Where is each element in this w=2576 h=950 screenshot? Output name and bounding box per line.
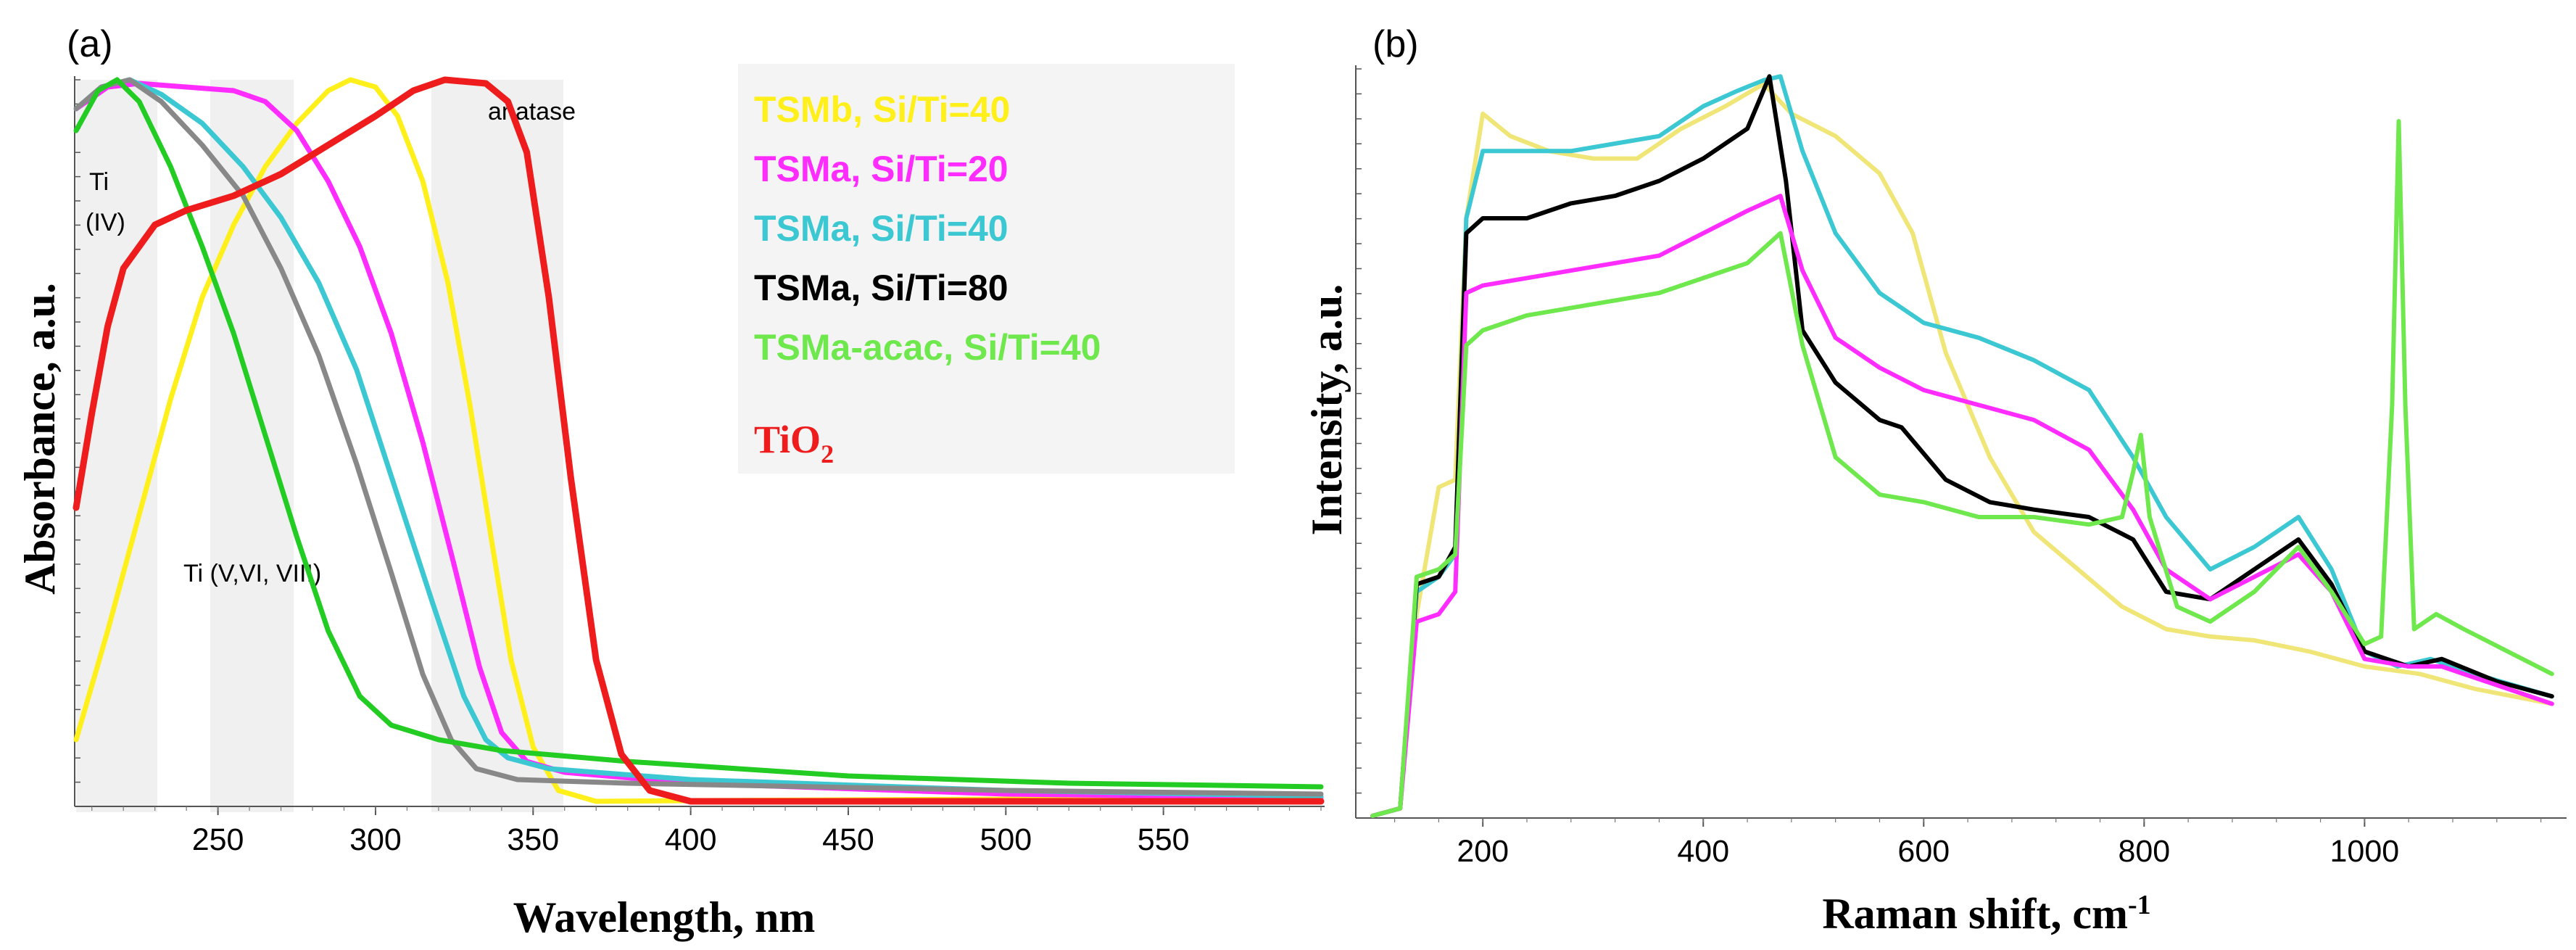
- x-tick-label-a-400: 400: [665, 822, 717, 857]
- shaded-bands: [76, 80, 563, 812]
- x-tick-label-b-200: 200: [1457, 834, 1509, 869]
- legend-entry-tio2: TiO2: [754, 418, 834, 468]
- axes-a: 250 300 350 400 450 500 550: [74, 76, 1325, 857]
- annotation-anatase: anatase: [488, 98, 576, 125]
- x-tick-label-a-550: 550: [1138, 822, 1190, 857]
- x-tick-label-b-400: 400: [1677, 834, 1729, 869]
- legend-entry-tsma-acac-si-ti-40: TSMa-acac, Si/Ti=40: [754, 327, 1101, 368]
- y-axis-title-b: Intensity, a.u.: [1303, 284, 1351, 536]
- x-tick-label-a-300: 300: [349, 822, 402, 857]
- legend-entry-tsma-si-ti-80: TSMa, Si/Ti=80: [754, 268, 1009, 308]
- x-axis-title-b-text: Raman shift, cm: [1822, 890, 2128, 938]
- series-b: [1370, 74, 2554, 818]
- annotation-ti-iv-line1: Ti: [89, 168, 109, 196]
- series-line-b-tsma-si-ti-40: [1370, 74, 2554, 818]
- legend-entry-tsma-si-ti-20: TSMa, Si/Ti=20: [754, 149, 1009, 189]
- legend-tio2-sub: 2: [821, 439, 834, 468]
- x-tick-label-b-1000: 1000: [2330, 834, 2400, 869]
- legend-box: [738, 64, 1235, 474]
- annotations-a: Ti (IV) Ti (V,VI, VIII) anatase: [86, 98, 576, 587]
- x-tick-label-a-450: 450: [822, 822, 874, 857]
- x-axis-title-b: Raman shift, cm-1: [1822, 890, 2150, 938]
- legend-a: TSMb, Si/Ti=40 TSMa, Si/Ti=20 TSMa, Si/Ti=…: [738, 64, 1235, 474]
- x-tick-label-a-500: 500: [980, 822, 1032, 857]
- x-tick-label-a-250: 250: [192, 822, 244, 857]
- annotation-ti-v-vi-viii: Ti (V,VI, VIII): [183, 560, 321, 587]
- series-line-a-tio2: [73, 76, 1325, 805]
- annotation-ti-iv-line2: (IV): [86, 209, 125, 236]
- axes-b: 200 400 600 800 1000: [1355, 65, 2567, 869]
- band-anatase: [431, 80, 563, 812]
- series-line-a-tsma-si-ti-80: [73, 77, 1324, 797]
- series-a: [73, 76, 1325, 805]
- legend-tio2-base: TiO: [754, 418, 821, 461]
- x-tick-label-b-800: 800: [2118, 834, 2170, 869]
- series-line-a-tsma-acac-si-ti-40: [73, 77, 1324, 790]
- panel-b-raman-chart: (b) 200 400 600 800 1000 Raman shift, cm-1 I…: [1303, 23, 2567, 938]
- x-axis-title-a: Wavelength, nm: [513, 893, 816, 941]
- series-line-a-tsma-si-ti-40: [73, 77, 1324, 799]
- x-tick-label-b-600: 600: [1897, 834, 1950, 869]
- series-line-b-tsma-si-ti-80: [1370, 74, 2554, 818]
- x-axis-title-b-sup: -1: [2128, 890, 2151, 920]
- series-line-b-tsma-si-ti-20: [1370, 194, 2554, 818]
- panel-label-a: (a): [67, 23, 113, 65]
- x-tick-label-a-350: 350: [507, 822, 559, 857]
- y-axis-title-a: Absorbance, a.u.: [16, 283, 64, 595]
- legend-entry-tsmb-si-ti-40: TSMb, Si/Ti=40: [754, 89, 1010, 130]
- series-line-b-tsmb-si-ti-40: [1370, 81, 2554, 818]
- panel-a-absorbance-chart: (a) 250 300 350 400 450 500 550 Ti (IV) Ti (V,…: [16, 23, 1325, 941]
- panel-label-b: (b): [1372, 23, 1419, 65]
- legend-entry-tsma-si-ti-40: TSMa, Si/Ti=40: [754, 208, 1009, 249]
- series-line-b-tsma-acac-si-ti-40: [1370, 119, 2554, 818]
